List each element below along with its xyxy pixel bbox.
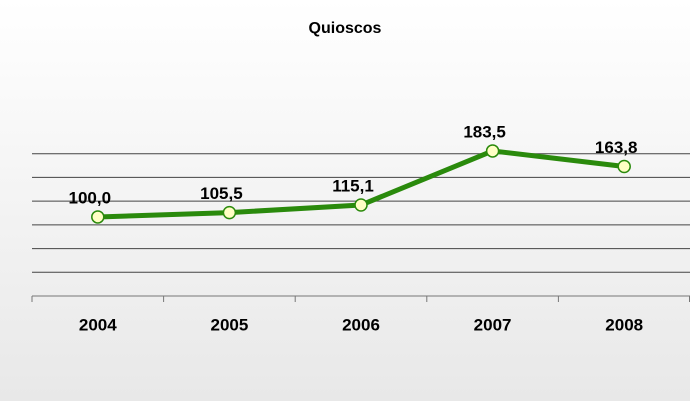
data-label: 115,1 bbox=[332, 177, 374, 196]
x-tick-label: 2008 bbox=[605, 315, 643, 334]
data-label: 100,0 bbox=[69, 188, 112, 207]
marker bbox=[485, 144, 500, 158]
data-label: 163,8 bbox=[595, 138, 638, 157]
chart-title: Quioscos bbox=[309, 20, 382, 37]
marker bbox=[222, 205, 237, 220]
marker bbox=[354, 198, 368, 212]
marker bbox=[617, 159, 631, 174]
x-tick-label: 2005 bbox=[210, 315, 248, 334]
marker bbox=[91, 210, 105, 224]
x-tick-label: 2006 bbox=[342, 315, 380, 334]
x-tick-label: 2007 bbox=[474, 315, 512, 334]
data-label: 105,5 bbox=[200, 184, 243, 203]
x-tick-label: 2004 bbox=[79, 315, 117, 334]
data-label: 183,5 bbox=[463, 122, 506, 141]
